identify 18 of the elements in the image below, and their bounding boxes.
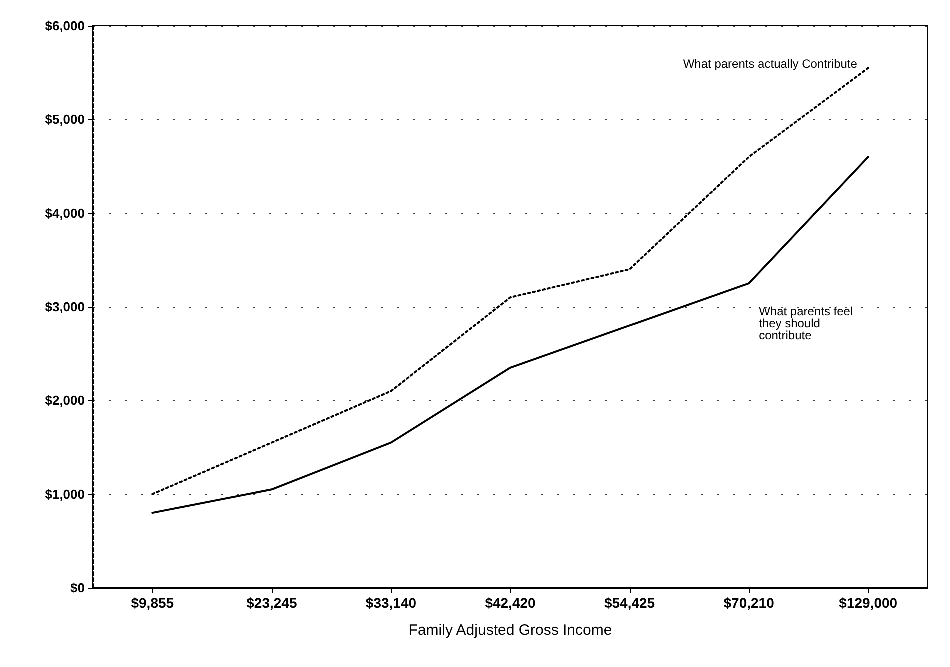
x-tick-label: $23,245 [246,595,298,611]
x-tick-label: $70,210 [724,595,775,611]
y-tick-label: $4,000 [45,206,85,221]
y-tick-label: $0 [70,580,85,596]
series-label: What parents feel they should contribute [759,304,856,343]
x-tick-label: $129,000 [839,595,898,611]
y-tick-label: $3,000 [45,300,85,314]
y-tick-label: $5,000 [45,112,85,128]
x-tick-label: $9,855 [131,595,174,611]
x-tick-label: $33,140 [366,595,417,611]
x-axis-title: Family Adjusted Gross Income [408,622,612,639]
x-tick-label: $54,425 [604,595,656,611]
y-tick-label: $6,000 [45,18,85,34]
line-series [152,156,870,514]
y-tick-label: $2,000 [45,393,85,408]
y-tick-label: $1,000 [45,486,85,502]
x-tick-label: $42,420 [485,595,536,611]
series-label: What parents actually Contribute [683,57,858,72]
